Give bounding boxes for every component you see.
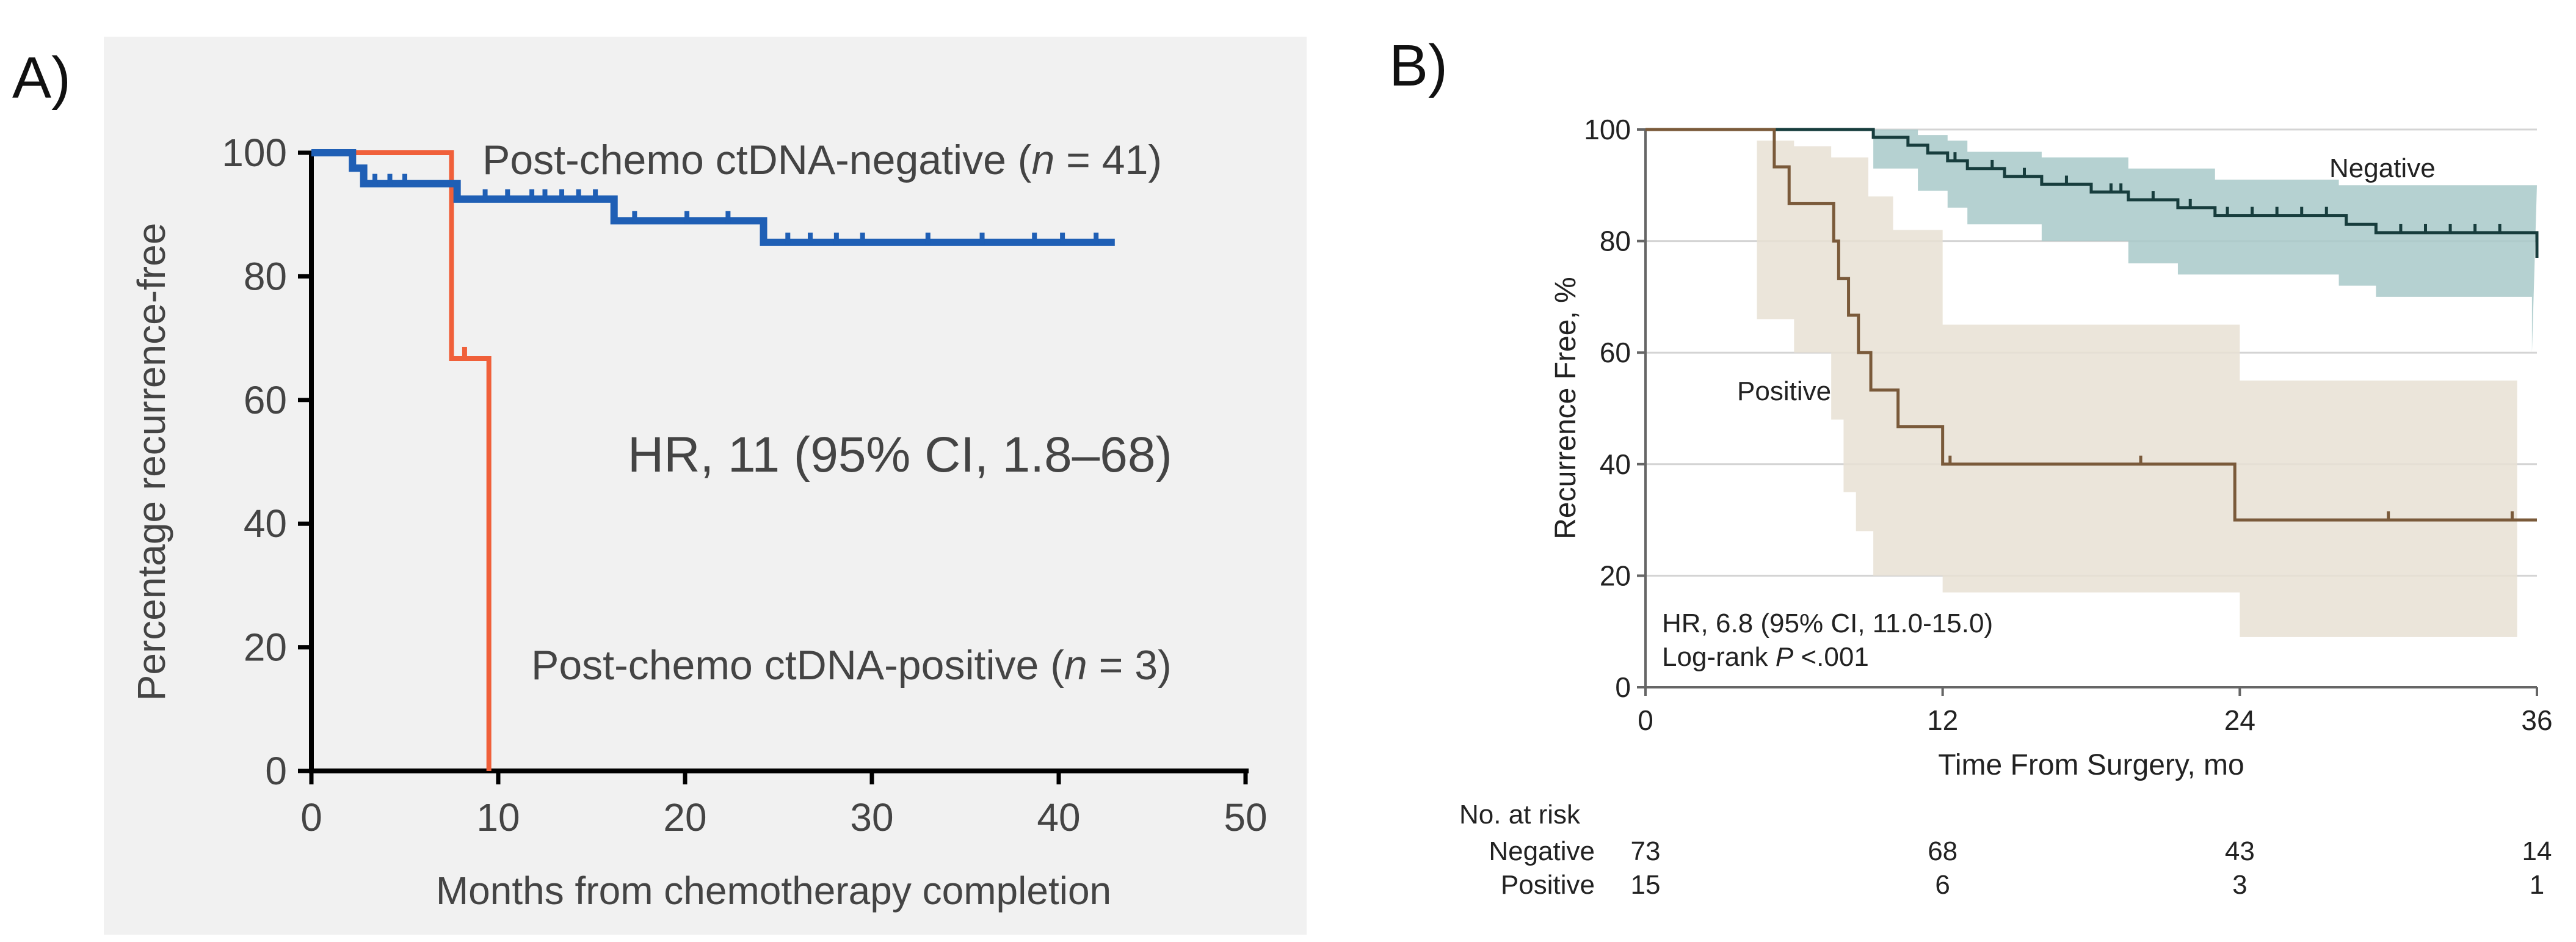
panel-b-y-tick-label: 40 xyxy=(1600,448,1631,480)
panel-b-risk-value: 73 xyxy=(1631,836,1661,866)
panel-a-x-tick-label: 50 xyxy=(1224,795,1267,839)
panel-b-logrank-suffix: <.001 xyxy=(1793,642,1869,672)
panel-a-x-tick-label: 30 xyxy=(850,795,893,839)
panel-a-hr-annotation: HR, 11 (95% CI, 1.8–68) xyxy=(628,427,1172,483)
panel-b-positive-label: Positive xyxy=(1737,376,1831,406)
panel-a-negative-label-suffix: = 41) xyxy=(1054,137,1162,183)
panel-a-y-tick-label: 20 xyxy=(244,626,287,670)
panel-a-y-tick-label: 0 xyxy=(265,749,287,793)
panel-b-x-tick-label: 12 xyxy=(1927,704,1958,736)
panel-a-x-tick-label: 40 xyxy=(1037,795,1080,839)
panel-b-risk-row-label: Positive xyxy=(1501,870,1595,900)
panel-b-letter: B) xyxy=(1389,33,1448,98)
panel-b-positive-ci-band xyxy=(1645,130,2517,637)
panel-b-y-tick-label: 60 xyxy=(1600,337,1631,368)
panel-b-y-tick-label: 100 xyxy=(1584,114,1631,145)
panel-a-positive-label-n: n xyxy=(1064,642,1087,688)
panel-a-negative-curve xyxy=(311,149,1115,246)
panel-b-x-tick-label: 36 xyxy=(2521,704,2552,736)
panel-a-y-axis-label: Percentage recurrence-free xyxy=(129,223,173,701)
panel-a-positive-curve xyxy=(311,150,492,771)
panel-a-letter: A) xyxy=(12,45,71,111)
panel-b-y-tick-label: 20 xyxy=(1600,560,1631,591)
panel-b-x-tick-label: 24 xyxy=(2224,704,2255,736)
panel-a-x-tick-label: 10 xyxy=(476,795,520,839)
panel-a-background xyxy=(104,37,1307,935)
panel-b-risk-table-title: No. at risk xyxy=(1459,800,1581,830)
panel-a-x-tick-label: 0 xyxy=(300,795,322,839)
panel-a-negative-label-n: n xyxy=(1031,137,1054,183)
panel-b-x-axis-label: Time From Surgery, mo xyxy=(1938,749,2244,781)
panel-a-positive-legend-label: Post-chemo ctDNA-positive (n = 3) xyxy=(531,642,1172,688)
panel-a-positive-label-suffix: = 3) xyxy=(1087,642,1172,688)
panel-b-x-tick-label: 0 xyxy=(1638,704,1653,736)
panel-b-logrank-p: P xyxy=(1776,642,1794,672)
panel-a-positive-label-prefix: Post-chemo ctDNA-positive ( xyxy=(531,642,1064,688)
panel-a-x-tick-label: 20 xyxy=(663,795,706,839)
panel-b-risk-value: 3 xyxy=(2232,870,2247,900)
panel-a-y-tick-label: 40 xyxy=(244,502,287,546)
panel-b-negative-label: Negative xyxy=(2329,153,2436,183)
panel-a-y-tick-label: 60 xyxy=(244,378,287,422)
panel-a-y-tick-label: 100 xyxy=(222,131,287,175)
panel-b-hr-annotation: HR, 6.8 (95% CI, 11.0-15.0) xyxy=(1662,608,1993,638)
panel-a-km-chart: A) 0 20 40 60 80 100 0 10 20 30 40 50 Post-chemo c… xyxy=(12,37,1307,935)
panel-b-risk-value: 15 xyxy=(1631,870,1661,900)
panel-b-positive-curve xyxy=(1645,128,2537,522)
panel-a-negative-label-prefix: Post-chemo ctDNA-negative ( xyxy=(482,137,1032,183)
panel-a-negative-legend-label: Post-chemo ctDNA-negative (n = 41) xyxy=(482,137,1162,183)
panel-b-y-tick-label: 0 xyxy=(1615,671,1631,703)
panel-b-y-axis-label: Recurrence Free, % xyxy=(1550,277,1582,539)
panel-b-risk-value: 14 xyxy=(2522,836,2552,866)
panel-b-risk-row-label: Negative xyxy=(1489,836,1595,866)
panel-b-y-tick-label: 80 xyxy=(1600,225,1631,257)
panel-b-risk-value: 6 xyxy=(1935,870,1950,900)
panel-a-x-axis-label: Months from chemotherapy completion xyxy=(436,869,1111,913)
panel-b-logrank-prefix: Log-rank xyxy=(1662,642,1776,672)
panel-b-risk-value: 1 xyxy=(2530,870,2544,900)
panel-a-y-tick-label: 80 xyxy=(244,254,287,298)
panel-b-risk-value: 68 xyxy=(1928,836,1957,866)
panel-b-logrank-annotation: Log-rank P <.001 xyxy=(1662,642,1869,672)
panel-b-negative-ci-band xyxy=(1645,130,2537,353)
panel-b-risk-value: 43 xyxy=(2225,836,2255,866)
